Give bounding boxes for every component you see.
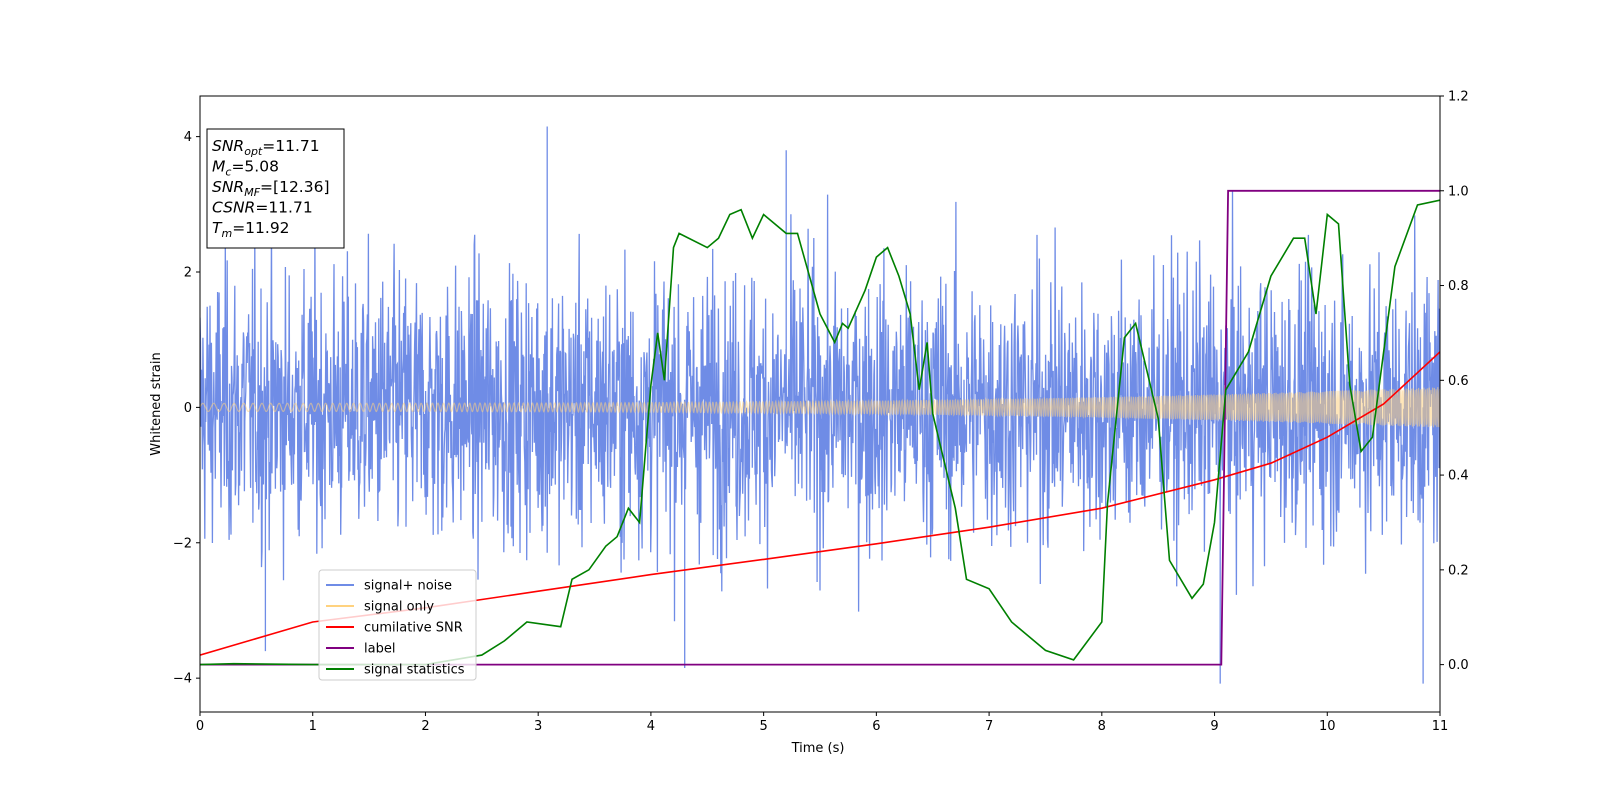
y-left-tick-label: −4 <box>173 672 192 687</box>
annotation-line: Mc=5.08 <box>212 158 279 179</box>
x-tick-label: 10 <box>1319 719 1336 734</box>
signal-only-series <box>200 387 1440 428</box>
y-right-tick-label: 0.6 <box>1448 374 1469 389</box>
annotation-line: Tm=11.92 <box>212 219 290 240</box>
plot-frame <box>199 95 1441 713</box>
label-series <box>200 189 1440 666</box>
x-tick-label: 0 <box>196 719 204 734</box>
y-left-tick-label: 4 <box>184 130 192 145</box>
x-tick-label: 1 <box>309 719 317 734</box>
x-tick-label: 11 <box>1432 719 1449 734</box>
y-axis-right: 1.2 1.0 0.8 0.6 0.4 0.2 0.0 <box>1440 90 1469 673</box>
y-axis-left: 4 2 0 −2 −4 <box>173 130 200 687</box>
x-tick-label: 3 <box>534 719 542 734</box>
x-tick-label: 5 <box>759 719 767 734</box>
annotation-line: CSNR=11.71 <box>212 199 313 217</box>
x-tick-label: 7 <box>985 719 993 734</box>
legend: signal+ noise signal only cumilative SNR la… <box>318 569 477 681</box>
x-tick-label: 2 <box>421 719 429 734</box>
y-left-tick-label: −2 <box>173 536 192 551</box>
x-axis-label: Time (s) <box>791 741 845 756</box>
x-axis: 0 1 2 3 4 5 6 7 8 9 10 11 <box>196 712 1448 734</box>
y-right-tick-label: 1.0 <box>1448 184 1469 199</box>
annotation-line: SNRopt=11.71 <box>212 137 320 158</box>
y-right-tick-label: 0.0 <box>1448 658 1469 673</box>
annotation-box: SNRopt=11.71Mc=5.08SNRMF=[12.36]CSNR=11.… <box>206 128 345 249</box>
legend-label: signal only <box>364 600 434 615</box>
x-tick-label: 6 <box>872 719 880 734</box>
signal-statistics-series <box>200 199 1440 666</box>
annotation-line: SNRMF=[12.36] <box>212 178 330 199</box>
y-axis-label: Whitened strain <box>149 352 164 455</box>
x-tick-label: 4 <box>647 719 655 734</box>
y-right-tick-label: 0.2 <box>1448 563 1469 578</box>
legend-label: cumilative SNR <box>364 621 463 636</box>
x-tick-label: 9 <box>1210 719 1218 734</box>
legend-label: signal statistics <box>364 663 465 678</box>
signal-noise-series <box>200 126 1440 684</box>
legend-label: signal+ noise <box>364 579 452 594</box>
y-right-tick-label: 0.4 <box>1448 469 1469 484</box>
y-right-tick-label: 0.8 <box>1448 279 1469 294</box>
y-right-tick-label: 1.2 <box>1448 90 1469 105</box>
legend-label: label <box>364 642 395 657</box>
y-left-tick-label: 2 <box>184 266 192 281</box>
y-left-tick-label: 0 <box>184 401 192 416</box>
x-tick-label: 8 <box>1098 719 1106 734</box>
